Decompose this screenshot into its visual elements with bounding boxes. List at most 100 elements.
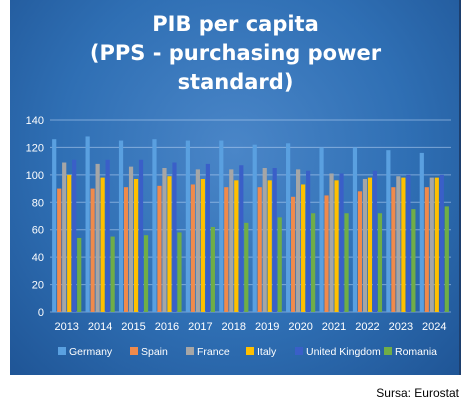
bar [411, 209, 416, 312]
bar [362, 178, 368, 312]
bar [100, 177, 105, 312]
legend-label: Spain [141, 346, 168, 358]
bar [205, 163, 210, 312]
bar [291, 196, 296, 312]
y-tick-label: 80 [32, 197, 44, 209]
bar [234, 180, 239, 312]
bar [90, 188, 95, 312]
bar [95, 163, 100, 312]
legend-label: Germany [69, 346, 113, 358]
bar [62, 162, 67, 312]
x-tick-label: 2020 [288, 321, 312, 333]
bar [344, 213, 349, 312]
bar [167, 176, 172, 312]
bar [311, 213, 316, 312]
y-tick-label: 120 [26, 142, 44, 154]
bar [105, 159, 110, 312]
bar [367, 177, 373, 312]
bar [229, 169, 234, 312]
bar [386, 150, 391, 312]
bar [352, 147, 358, 312]
bar [123, 187, 129, 312]
bar [67, 174, 72, 312]
x-tick-label: 2023 [389, 321, 413, 333]
bar [118, 140, 124, 312]
bar [143, 235, 149, 312]
bar [277, 217, 282, 312]
x-tick-label: 2021 [322, 321, 346, 333]
bar [391, 187, 396, 312]
legend-label: United Kingdom [306, 346, 381, 358]
bar [185, 140, 190, 312]
bar [324, 195, 329, 312]
bar [439, 174, 444, 312]
bar [444, 206, 449, 312]
bar [262, 168, 267, 312]
bar [257, 187, 262, 312]
legend-swatch [186, 347, 194, 355]
y-tick-label: 100 [26, 170, 44, 182]
bar [339, 173, 344, 312]
chart-title-line-1: PIB per capita [152, 12, 319, 36]
bar [419, 152, 424, 312]
chart-panel: PIB per capita (PPS - purchasing power s… [10, 0, 461, 375]
bar [434, 177, 439, 312]
bar [319, 147, 324, 312]
bar [128, 166, 134, 312]
bar [296, 169, 301, 312]
bar [57, 188, 62, 312]
bar [357, 191, 363, 312]
bar [334, 180, 339, 312]
y-tick-label: 20 [32, 280, 44, 292]
bar-chart: 0 20 40 60 80 100 120 140 2013 2014 2015 2016 2017 20… [26, 115, 451, 358]
bar [301, 184, 306, 312]
bar [52, 139, 57, 312]
bar [157, 185, 162, 312]
bar [377, 213, 383, 312]
legend-swatch [295, 347, 303, 355]
bar [224, 187, 229, 312]
x-tick-label: 2014 [88, 321, 112, 333]
bar [244, 222, 249, 312]
bar [210, 226, 215, 312]
bar [177, 232, 182, 312]
bar [401, 177, 406, 312]
bar [219, 140, 224, 312]
bar [267, 180, 272, 312]
bar [190, 184, 195, 312]
bar [424, 187, 429, 312]
chart-title: PIB per capita (PPS - purchasing power s… [10, 10, 461, 97]
bar [200, 178, 205, 312]
legend-swatch [384, 347, 392, 355]
chart-title-line-3: standard) [177, 70, 294, 94]
bar [72, 159, 77, 312]
legend-swatch [130, 347, 138, 355]
source-note: Sursa: Eurostat [376, 386, 459, 400]
bar [372, 170, 378, 312]
legend-swatch [58, 347, 66, 355]
legend-swatch [246, 347, 254, 355]
bar [252, 144, 257, 312]
bar [306, 170, 311, 312]
bar [85, 136, 90, 312]
y-tick-label: 40 [32, 252, 44, 264]
bar [172, 162, 177, 312]
bar [138, 159, 144, 312]
x-tick-label: 2016 [155, 321, 179, 333]
y-tick-label: 140 [26, 115, 44, 127]
y-tick-label: 0 [38, 307, 44, 319]
bar [272, 168, 277, 312]
x-tick-label: 2018 [222, 321, 246, 333]
y-tick-label: 60 [32, 225, 44, 237]
bar [77, 237, 82, 312]
legend-label: Italy [257, 346, 277, 358]
x-tick-label: 2024 [422, 321, 446, 333]
x-tick-label: 2013 [54, 321, 78, 333]
x-tick-label: 2017 [188, 321, 212, 333]
legend-label: France [197, 346, 230, 358]
bar [406, 174, 411, 312]
bar [133, 178, 139, 312]
bar [329, 173, 334, 312]
bar [195, 169, 200, 312]
bar [396, 176, 401, 312]
